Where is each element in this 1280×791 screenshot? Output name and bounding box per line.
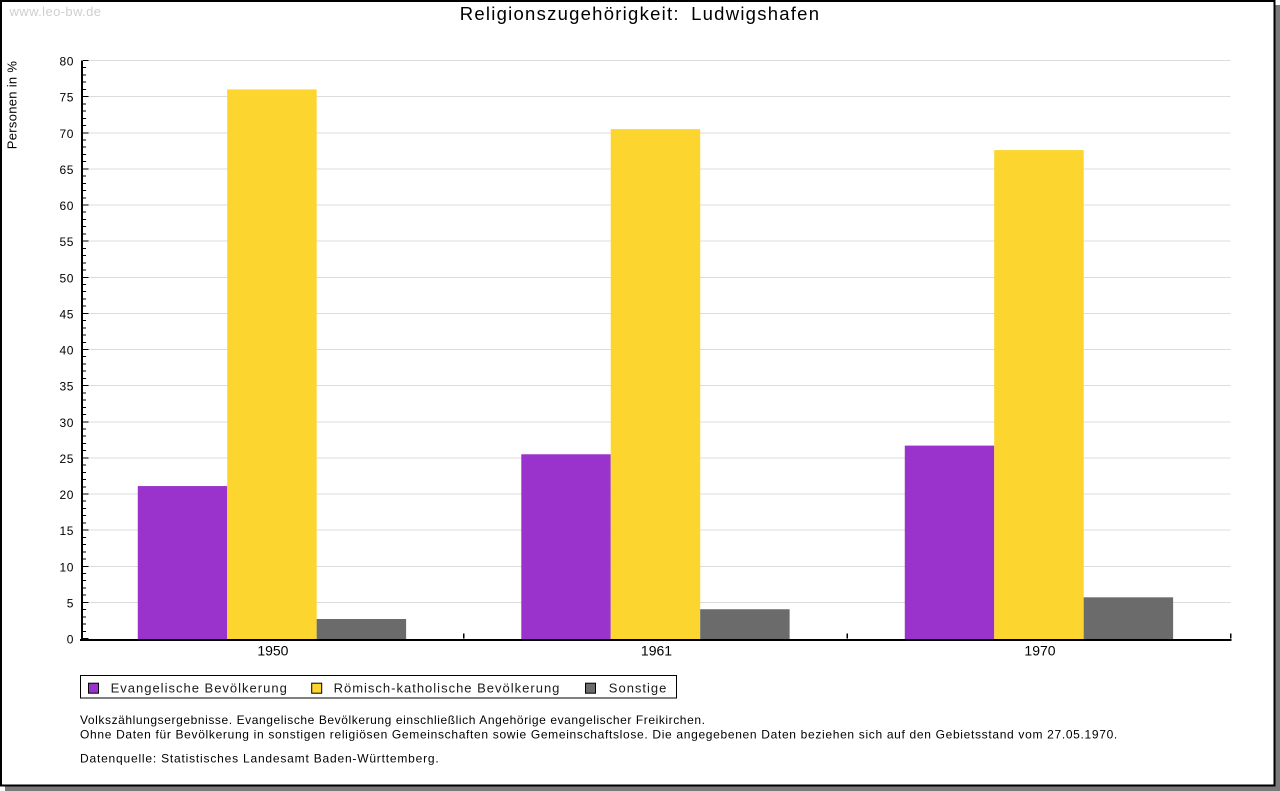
svg-text:Sonstige: Sonstige — [609, 680, 668, 695]
svg-text:Ohne Daten für Bevölkerung in: Ohne Daten für Bevölkerung in sonstigen … — [80, 728, 1118, 742]
svg-text:25: 25 — [60, 452, 74, 466]
svg-text:www.leo-bw.de: www.leo-bw.de — [9, 4, 102, 19]
svg-text:0: 0 — [67, 633, 74, 647]
svg-text:Religionszugehörigkeit: Ludwi: Religionszugehörigkeit: Ludwigshafen — [460, 3, 821, 24]
svg-text:60: 60 — [60, 199, 74, 213]
svg-text:50: 50 — [60, 271, 74, 285]
svg-text:45: 45 — [60, 307, 74, 321]
svg-text:1961: 1961 — [641, 643, 672, 659]
svg-text:5: 5 — [67, 596, 74, 610]
svg-text:Römisch-katholische Bevölkerun: Römisch-katholische Bevölkerung — [334, 680, 561, 695]
svg-text:65: 65 — [60, 163, 74, 177]
svg-text:Personen in %: Personen in % — [5, 61, 20, 150]
svg-text:55: 55 — [60, 235, 74, 249]
svg-text:35: 35 — [60, 380, 74, 394]
svg-text:15: 15 — [60, 524, 74, 538]
svg-text:1970: 1970 — [1024, 643, 1055, 659]
svg-text:Evangelische Bevölkerung: Evangelische Bevölkerung — [111, 680, 288, 695]
svg-text:30: 30 — [60, 416, 74, 430]
svg-text:Datenquelle: Statistisches Lan: Datenquelle: Statistisches Landesamt Bad… — [80, 751, 440, 765]
svg-text:Volkszählungsergebnisse. Evang: Volkszählungsergebnisse. Evangelische Be… — [80, 713, 706, 727]
svg-text:80: 80 — [60, 55, 74, 69]
svg-text:10: 10 — [60, 560, 74, 574]
svg-text:75: 75 — [60, 91, 74, 105]
svg-text:70: 70 — [60, 127, 74, 141]
svg-text:20: 20 — [60, 488, 74, 502]
svg-text:40: 40 — [60, 344, 74, 358]
svg-text:1950: 1950 — [257, 643, 288, 659]
